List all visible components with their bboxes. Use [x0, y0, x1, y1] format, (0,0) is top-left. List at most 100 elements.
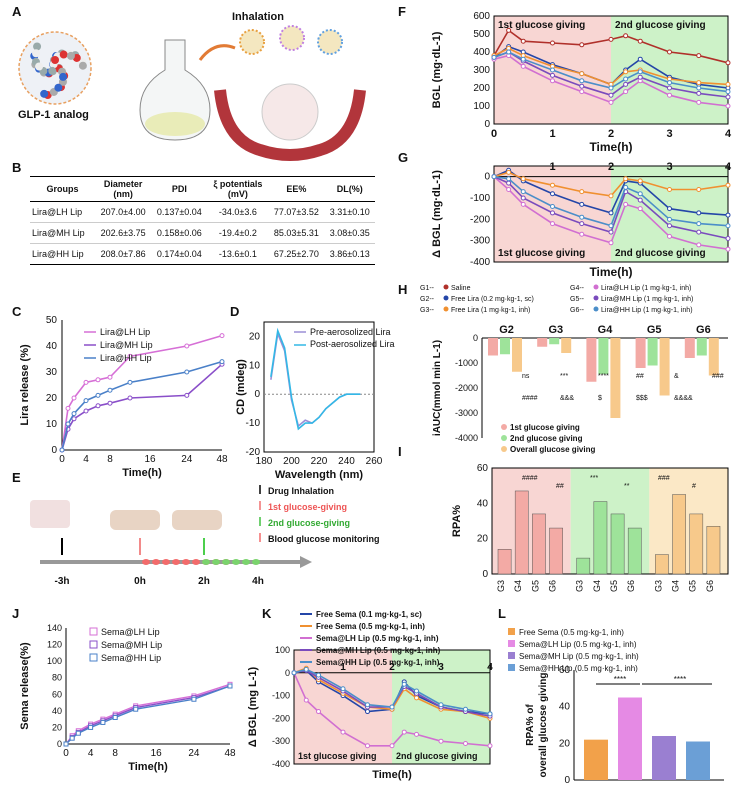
data-point — [725, 60, 731, 66]
table-header-cell: PDI — [151, 176, 208, 202]
tick-label: 20 — [477, 534, 489, 545]
x-label: Time(h) — [589, 140, 632, 154]
bar — [593, 501, 608, 575]
bar — [549, 338, 560, 345]
data-point — [579, 42, 585, 48]
legend-label: Free Sema (0.1 mg·kg-1, sc) — [316, 610, 422, 619]
data-point — [414, 688, 419, 694]
data-point — [725, 236, 731, 242]
legend-label: 1st glucose giving — [510, 423, 580, 432]
molecule-atom — [35, 62, 44, 71]
tick-label: 48 — [224, 748, 236, 759]
data-point — [65, 421, 71, 427]
group-label: G3 — [548, 324, 563, 336]
tick-label: 20 — [559, 738, 571, 749]
data-point — [608, 229, 614, 235]
group-label: G6 — [696, 324, 711, 336]
data-point — [184, 369, 190, 375]
molecule-atom — [48, 66, 57, 75]
x-label: Time(h) — [122, 467, 162, 479]
data-point — [667, 233, 672, 239]
legend-swatch — [501, 446, 507, 452]
data-point — [71, 411, 77, 417]
data-point — [667, 85, 672, 91]
data-point — [88, 724, 94, 730]
data-point — [579, 89, 585, 95]
molecule-atom — [78, 61, 87, 70]
data-point — [401, 681, 407, 687]
tick-label: -300 — [470, 236, 490, 247]
panel-label-B: B — [12, 160, 21, 175]
legend-label: Sema@LH Lip (0.5 mg·kg-1, inh) — [316, 634, 439, 643]
data-point — [579, 78, 585, 84]
plot-frame — [493, 15, 729, 125]
data-point — [219, 359, 225, 365]
molecule-atom — [66, 51, 75, 60]
data-point — [550, 78, 555, 84]
alveolus-icon — [261, 83, 319, 141]
legend-label: 2nd glucose giving — [510, 434, 583, 443]
table-header-row: Groups Diameter (nm) PDI ξ potentials (mV) EE%… — [30, 176, 375, 202]
data-point — [696, 210, 702, 216]
data-point — [667, 49, 672, 55]
legend-label: Sema@LH Lip — [101, 627, 160, 637]
tick-label: 8 — [112, 748, 118, 759]
bar — [672, 494, 686, 575]
data-point — [550, 191, 555, 197]
table-cell: 0.174±0.04 — [151, 243, 208, 265]
data-point — [69, 735, 75, 741]
data-point — [550, 40, 555, 46]
legend-swatch — [508, 652, 515, 659]
region-label: 1st glucose giving — [498, 248, 585, 259]
sig-annotation: ### — [712, 373, 724, 380]
tick-label: -1000 — [455, 358, 478, 368]
tick-label: -3000 — [455, 408, 478, 418]
plot-frame — [293, 649, 491, 765]
table-cell: 202.6±3.75 — [95, 222, 152, 244]
tick-label: -10 — [246, 418, 261, 429]
data-point — [438, 738, 444, 744]
bar — [512, 338, 522, 372]
legend-label: Saline — [451, 285, 471, 292]
bar — [684, 338, 695, 358]
liposome-icon — [239, 29, 265, 55]
series-line — [65, 685, 231, 745]
tick-label: 500 — [473, 29, 490, 40]
data-point — [725, 246, 731, 252]
data-point — [637, 206, 643, 212]
tick-label: -400 — [470, 257, 490, 268]
data-point — [107, 400, 113, 406]
tick-label: 60 — [477, 463, 489, 474]
sig-annotation: ns — [522, 373, 530, 380]
data-point — [608, 240, 614, 246]
legend-swatch — [501, 424, 507, 430]
table-cell: 3.86±0.13 — [324, 243, 375, 265]
data-point — [696, 80, 702, 86]
data-point — [550, 204, 555, 210]
tick-label: 0 — [482, 569, 488, 580]
tick-label: 24 — [188, 748, 200, 759]
tick-label: G6 — [626, 580, 636, 592]
data-point — [725, 223, 731, 229]
legend-label: Pre-aerosolized Lira — [310, 327, 391, 337]
molecule-atom — [40, 89, 49, 98]
data-point — [520, 38, 526, 44]
legend-swatch — [593, 284, 599, 290]
table-cell: 3.31±0.10 — [324, 201, 375, 223]
mouse-icon — [172, 510, 222, 530]
x-label: Time(h) — [128, 761, 168, 773]
legend-label: Sema@MH Lip (0.5 mg·kg-1, inh) — [316, 646, 441, 655]
legend-label: Free Lira (0.2 mg·kg-1, sc) — [451, 296, 534, 303]
sig-annotation: #### — [522, 475, 538, 482]
region-2 — [611, 16, 728, 124]
molecule-atom — [51, 56, 60, 65]
data-point — [95, 392, 101, 398]
data-point — [637, 191, 643, 197]
tick-label: G3 — [496, 580, 506, 592]
data-point — [506, 49, 512, 55]
monitor-dot — [242, 559, 250, 565]
tick-label: 0 — [254, 389, 260, 400]
panel-label-F: F — [398, 4, 406, 19]
tick-label: 24 — [181, 454, 193, 465]
tick-label: 400 — [473, 47, 490, 58]
